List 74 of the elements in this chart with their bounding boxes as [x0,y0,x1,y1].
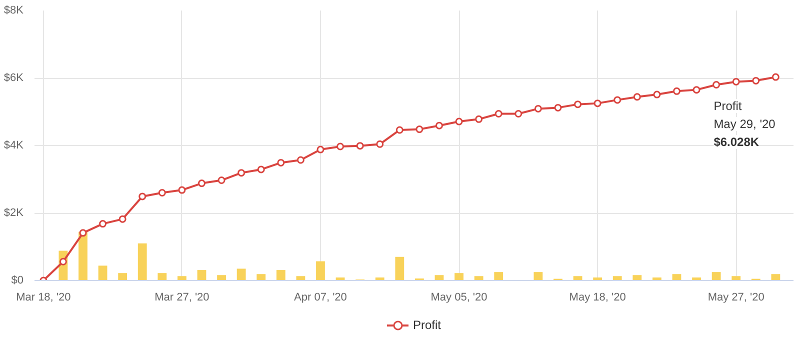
x-tick-label: May 05, '20 [430,292,488,304]
x-tick-label: Mar 18, '20 [16,292,71,304]
x-tick-label: Mar 27, '20 [154,292,210,304]
bar [256,274,266,280]
point [336,142,344,150]
point [99,220,107,228]
point [416,126,424,134]
point [198,180,206,188]
annotation: Profit [714,99,742,114]
point [396,126,404,134]
bar [494,272,504,280]
point [614,96,622,104]
y-tick-label: $2K [4,207,24,219]
bar [534,272,543,280]
point [732,78,740,86]
point [494,110,502,118]
bar [138,243,147,280]
bar [732,276,741,280]
point [514,110,522,118]
point [277,158,285,166]
point [574,100,582,108]
point [257,166,265,174]
point [138,192,146,200]
point [752,76,760,84]
point [316,146,324,154]
point [475,115,483,123]
y-tick-label: $4K [4,140,24,152]
point [435,122,443,130]
bar [395,256,404,280]
bar [98,266,108,280]
bar [612,276,622,280]
bar [632,275,642,280]
bar [177,276,186,280]
bar [236,268,246,280]
point [218,176,226,184]
bar [316,261,325,280]
point [296,156,304,164]
point [692,86,700,94]
bar [296,276,306,280]
bar [771,274,780,280]
bar [276,270,286,280]
bar [454,273,464,280]
point [455,118,463,126]
point [238,169,246,177]
point [534,104,542,112]
point [633,93,641,101]
point [158,189,166,196]
point [356,142,364,150]
point [653,90,661,98]
point [554,104,562,112]
y-tick-label: $0 [11,274,24,286]
x-tick-label: Apr 07, '20 [294,292,347,304]
bar [712,272,721,280]
bar [474,276,484,280]
bar [78,232,88,280]
annotation: $6.028K [714,135,760,150]
x-tick-label: May 27, '20 [708,292,764,304]
y-tick-label: $8K [4,4,24,16]
bar [197,270,206,280]
point [178,186,186,194]
y-tick-label: $6K [4,72,24,84]
point [376,140,384,148]
point [672,87,680,95]
annotation: May 29, '20 [714,117,776,132]
bar [158,273,167,280]
legend-label: Profit [412,318,442,332]
x-tick-label: May 18, '20 [569,292,626,304]
point [712,81,720,88]
bar [118,273,128,280]
point [772,73,780,81]
point [594,100,602,108]
bar [217,275,226,280]
point [118,215,126,223]
point [79,229,87,237]
